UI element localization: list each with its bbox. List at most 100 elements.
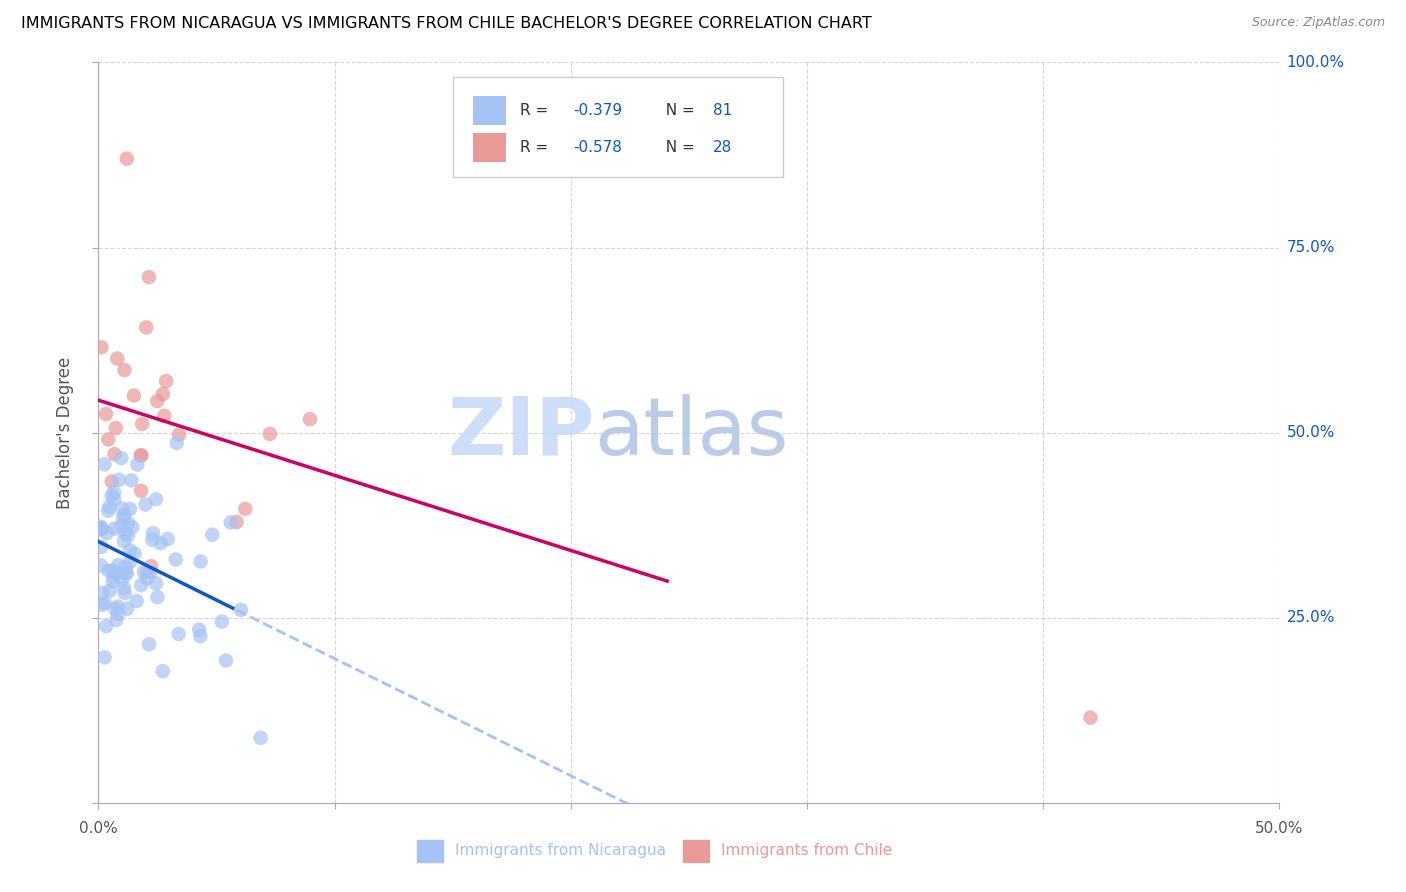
Point bbox=[114, 526, 136, 541]
Point bbox=[121, 520, 143, 534]
Point bbox=[97, 433, 120, 447]
Point bbox=[117, 516, 139, 531]
Point bbox=[138, 270, 160, 285]
Point bbox=[127, 458, 149, 472]
Point bbox=[129, 448, 152, 462]
Point bbox=[155, 374, 177, 388]
Text: IMMIGRANTS FROM NICARAGUA VS IMMIGRANTS FROM CHILE BACHELOR'S DEGREE CORRELATION: IMMIGRANTS FROM NICARAGUA VS IMMIGRANTS … bbox=[21, 16, 872, 31]
Point bbox=[90, 521, 112, 535]
Point bbox=[215, 653, 238, 667]
Point bbox=[125, 594, 148, 608]
Point bbox=[249, 731, 271, 745]
Point bbox=[103, 521, 125, 535]
Text: N =: N = bbox=[655, 140, 700, 155]
Text: 81: 81 bbox=[713, 103, 731, 118]
Text: 25.0%: 25.0% bbox=[1286, 610, 1334, 625]
Point bbox=[134, 498, 156, 512]
Point bbox=[103, 570, 125, 584]
Point bbox=[120, 474, 142, 488]
Point bbox=[141, 533, 163, 547]
Point bbox=[93, 650, 115, 665]
Point bbox=[156, 532, 179, 546]
Point bbox=[90, 522, 112, 536]
Point bbox=[97, 564, 120, 578]
Point bbox=[122, 388, 145, 402]
Point bbox=[96, 526, 118, 541]
Point bbox=[153, 409, 176, 423]
Point bbox=[114, 560, 136, 574]
Point bbox=[135, 571, 157, 585]
Point bbox=[110, 519, 132, 533]
Point bbox=[107, 599, 129, 614]
Point bbox=[190, 554, 212, 568]
Point bbox=[94, 619, 117, 633]
Point bbox=[103, 447, 125, 461]
Text: -0.379: -0.379 bbox=[574, 103, 623, 118]
Point bbox=[115, 152, 138, 166]
Point bbox=[101, 564, 124, 578]
Point bbox=[190, 629, 212, 643]
Point bbox=[114, 586, 136, 600]
Point bbox=[124, 547, 146, 561]
Point bbox=[139, 559, 162, 574]
Text: 50.0%: 50.0% bbox=[1256, 822, 1303, 837]
Point bbox=[90, 340, 112, 354]
Text: 0.0%: 0.0% bbox=[79, 822, 118, 837]
Text: ZIP: ZIP bbox=[447, 393, 595, 472]
Point bbox=[114, 508, 136, 522]
Text: Immigrants from Nicaragua: Immigrants from Nicaragua bbox=[456, 844, 666, 858]
Point bbox=[152, 664, 174, 678]
Point bbox=[98, 500, 121, 514]
Text: 75.0%: 75.0% bbox=[1286, 240, 1334, 255]
Point bbox=[98, 583, 121, 598]
Point bbox=[101, 475, 124, 489]
Point bbox=[105, 613, 128, 627]
Point bbox=[105, 351, 128, 366]
Point bbox=[115, 566, 138, 581]
Point bbox=[136, 565, 159, 579]
Point bbox=[145, 492, 167, 507]
Point bbox=[1080, 711, 1102, 725]
Point bbox=[229, 603, 252, 617]
Point bbox=[259, 426, 281, 441]
Bar bbox=[418, 840, 443, 862]
Point bbox=[201, 528, 224, 542]
Point bbox=[165, 552, 187, 566]
Point bbox=[103, 491, 125, 506]
Point bbox=[115, 601, 138, 615]
Point bbox=[135, 320, 157, 334]
Bar bbox=[472, 133, 506, 162]
Point bbox=[138, 637, 160, 651]
Text: Immigrants from Chile: Immigrants from Chile bbox=[721, 844, 891, 858]
Point bbox=[167, 627, 190, 641]
Y-axis label: Bachelor's Degree: Bachelor's Degree bbox=[56, 357, 75, 508]
Point bbox=[117, 528, 139, 542]
Point bbox=[131, 417, 153, 431]
Bar bbox=[472, 95, 506, 126]
Point bbox=[132, 565, 155, 579]
Point bbox=[142, 526, 165, 541]
Point bbox=[112, 581, 135, 595]
Point bbox=[90, 598, 112, 612]
Point bbox=[188, 623, 211, 637]
Point bbox=[149, 536, 172, 550]
Text: 100.0%: 100.0% bbox=[1286, 55, 1344, 70]
Point bbox=[93, 458, 115, 472]
Point bbox=[93, 596, 115, 610]
Point bbox=[114, 363, 136, 377]
Point bbox=[105, 566, 128, 581]
Point bbox=[118, 502, 141, 516]
Text: 28: 28 bbox=[713, 140, 731, 155]
Point bbox=[112, 534, 135, 549]
Point bbox=[118, 555, 141, 569]
Point bbox=[139, 566, 162, 580]
Point bbox=[233, 502, 256, 516]
Point bbox=[107, 558, 129, 572]
Point bbox=[298, 412, 321, 426]
Point bbox=[91, 585, 114, 599]
FancyBboxPatch shape bbox=[453, 78, 783, 178]
Point bbox=[146, 590, 169, 604]
Point bbox=[110, 451, 132, 466]
Point bbox=[100, 489, 122, 503]
Point bbox=[111, 501, 134, 516]
